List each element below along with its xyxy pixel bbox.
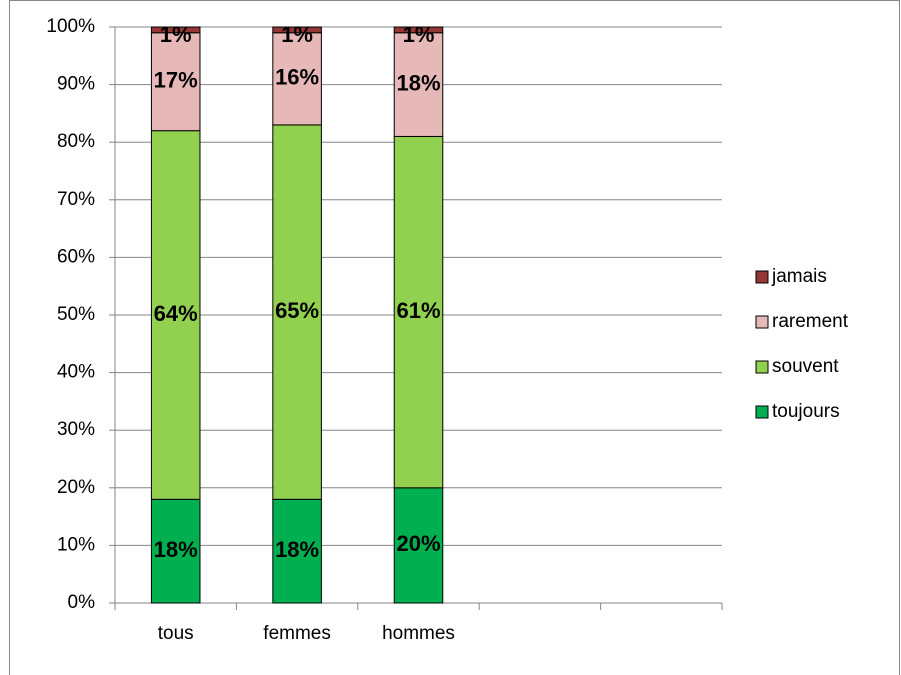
y-tick-label: 50% — [57, 304, 95, 325]
bar-segment — [393, 135, 444, 489]
bar-segment — [393, 32, 444, 137]
y-tick-label: 30% — [57, 419, 95, 440]
bar-segment — [272, 26, 322, 34]
data-label: 64% — [154, 301, 198, 326]
bar-segment — [150, 26, 201, 34]
y-tick-label: 40% — [57, 362, 95, 383]
data-label: 18% — [396, 70, 440, 95]
data-label: 18% — [275, 537, 319, 562]
bar-segment — [393, 487, 444, 604]
bar-segment — [393, 26, 444, 34]
y-tick-label: 10% — [57, 534, 95, 555]
x-tick-label: hommes — [382, 623, 455, 644]
y-tick-label: 80% — [57, 131, 95, 152]
data-label: 1% — [281, 22, 313, 47]
data-label: 1% — [160, 22, 192, 47]
bar-segment — [272, 32, 322, 126]
legend-label: jamais — [771, 266, 827, 287]
bar-segment — [150, 32, 201, 132]
data-label: 1% — [403, 22, 435, 47]
chart-frame — [9, 0, 900, 675]
y-tick-label: 90% — [57, 74, 95, 95]
bar-segment — [272, 498, 322, 604]
bar-segment — [150, 130, 201, 500]
bar-segment — [150, 498, 201, 604]
legend-swatch — [755, 405, 769, 419]
y-tick-label: 20% — [57, 477, 95, 498]
y-tick-label: 0% — [68, 592, 96, 613]
legend-label: rarement — [772, 311, 849, 332]
x-tick-label: femmes — [263, 623, 331, 644]
legend-swatch — [755, 360, 769, 374]
y-tick-label: 70% — [57, 189, 95, 210]
y-tick-label: 100% — [46, 16, 95, 37]
data-label: 18% — [154, 537, 198, 562]
legend-swatch — [755, 315, 769, 329]
y-tick-label: 60% — [57, 246, 95, 267]
legend-label: toujours — [772, 401, 840, 422]
bar-segment — [272, 124, 322, 500]
legend-swatch — [755, 270, 769, 284]
data-label: 61% — [396, 298, 440, 323]
legend-label: souvent — [772, 356, 839, 377]
data-label: 65% — [275, 298, 319, 323]
x-tick-label: tous — [158, 623, 194, 644]
data-label: 17% — [154, 68, 198, 93]
data-label: 16% — [275, 65, 319, 90]
data-label: 20% — [396, 531, 440, 556]
